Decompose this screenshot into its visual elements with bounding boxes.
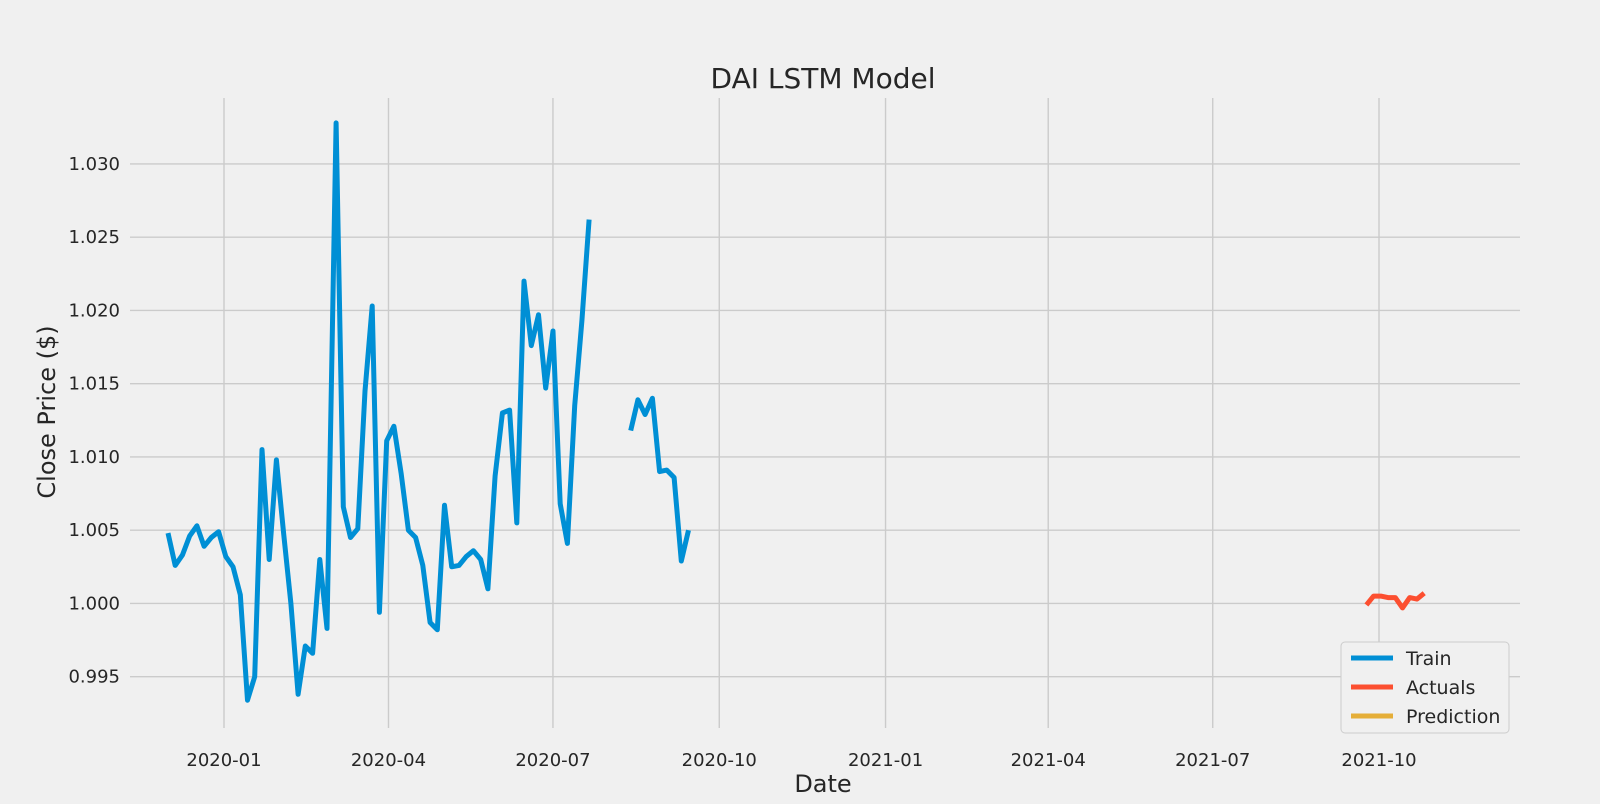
y-tick-label: 1.000 (68, 593, 120, 614)
x-tick-label: 2021-07 (1175, 750, 1250, 771)
legend-label-train: Train (1405, 648, 1452, 670)
x-tick-label: 2020-10 (682, 750, 757, 771)
series-actuals (1364, 591, 1426, 611)
x-tick-label: 2021-01 (848, 750, 923, 771)
series-train (165, 120, 691, 703)
legend-entries: Train Actuals Prediction (1351, 648, 1500, 728)
y-axis-label: Close Price ($) (33, 325, 61, 498)
chart-title: DAI LSTM Model (711, 62, 936, 95)
y-tick-label: 1.030 (68, 154, 120, 175)
y-tick-label: 1.005 (68, 520, 120, 541)
x-tick-label: 2020-01 (186, 750, 261, 771)
x-tick-label: 2021-10 (1341, 750, 1416, 771)
y-tick-label: 1.010 (68, 447, 120, 468)
x-tick-label: 2020-04 (351, 750, 426, 771)
series-line-actuals-0 (1364, 591, 1426, 611)
legend: Train Actuals Prediction (1340, 641, 1510, 734)
y-tick-label: 0.995 (68, 667, 120, 688)
series-line-train-0 (165, 120, 592, 703)
series-lines (165, 120, 1426, 703)
legend-label-prediction: Prediction (1406, 706, 1500, 728)
series-line-train-1 (628, 395, 691, 564)
y-tick-label: 1.020 (68, 300, 120, 321)
tick-labels: 0.995 1.000 1.005 1.010 1.015 1.020 1.025 1.030… (68, 154, 1416, 771)
x-tick-label: 2021-04 (1011, 750, 1086, 771)
legend-box (1340, 641, 1510, 734)
x-axis-label: Date (794, 770, 851, 798)
x-tick-label: 2020-07 (515, 750, 590, 771)
y-tick-label: 1.025 (68, 227, 120, 248)
legend-label-actuals: Actuals (1406, 677, 1475, 699)
grid-lines (130, 98, 1520, 728)
y-tick-label: 1.015 (68, 374, 120, 395)
